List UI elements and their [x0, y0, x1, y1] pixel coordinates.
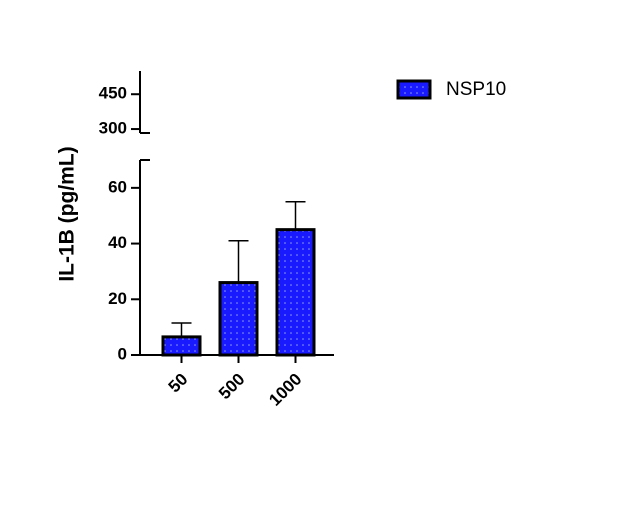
bar	[218, 281, 259, 357]
x-tick-label: 1000	[265, 370, 305, 410]
y-tick-label: 450	[99, 84, 127, 103]
y-tick-label: 40	[108, 233, 127, 252]
x-tick-label: 500	[215, 370, 248, 403]
y-tick-label: 300	[99, 119, 127, 138]
y-tick-label: 0	[118, 344, 127, 363]
legend-swatch	[396, 79, 432, 100]
bar	[275, 228, 316, 357]
bar	[161, 335, 202, 357]
y-tick-label: 20	[108, 289, 127, 308]
x-tick-label: 50	[165, 370, 192, 397]
y-axis-label: IL-1B (pg/mL)	[56, 146, 79, 281]
y-tick-label: 60	[108, 177, 127, 196]
legend-label: NSP10	[446, 79, 506, 100]
